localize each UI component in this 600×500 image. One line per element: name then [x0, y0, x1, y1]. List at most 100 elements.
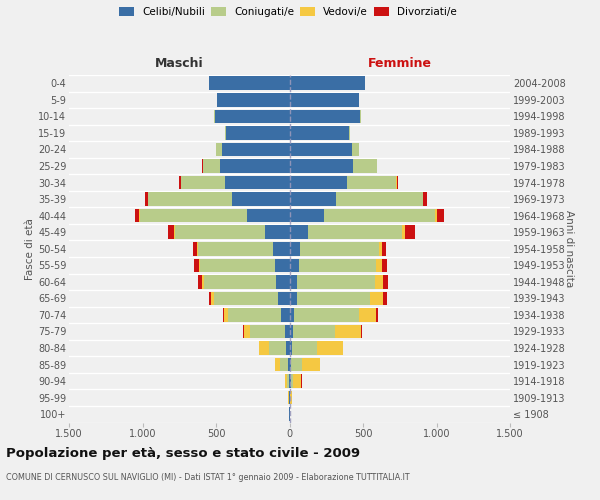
- Bar: [370, 292, 383, 305]
- Bar: [290, 176, 347, 190]
- Bar: [265, 226, 290, 239]
- Bar: [202, 275, 204, 288]
- Bar: [397, 176, 398, 190]
- Bar: [145, 192, 148, 206]
- Bar: [292, 342, 317, 355]
- Bar: [140, 209, 247, 222]
- Bar: [269, 342, 286, 355]
- Bar: [287, 374, 289, 388]
- Text: Popolazione per età, sesso e stato civile - 2009: Popolazione per età, sesso e stato civil…: [6, 448, 360, 460]
- Bar: [376, 258, 382, 272]
- Bar: [199, 258, 200, 272]
- Bar: [232, 192, 290, 206]
- Bar: [349, 126, 350, 140]
- Bar: [290, 275, 297, 288]
- Bar: [197, 242, 272, 256]
- Bar: [193, 242, 197, 256]
- Bar: [250, 324, 285, 338]
- Bar: [148, 192, 232, 206]
- Bar: [291, 358, 302, 372]
- Bar: [278, 292, 290, 305]
- Legend: Celibi/Nubili, Coniugati/e, Vedovi/e, Divorziati/e: Celibi/Nubili, Coniugati/e, Vedovi/e, Di…: [117, 5, 459, 20]
- Bar: [272, 242, 290, 256]
- Bar: [405, 226, 415, 239]
- Bar: [379, 242, 382, 256]
- Bar: [423, 192, 427, 206]
- Bar: [280, 358, 288, 372]
- Bar: [222, 142, 290, 156]
- Bar: [335, 324, 361, 338]
- Bar: [247, 209, 290, 222]
- Bar: [290, 209, 324, 222]
- Bar: [402, 226, 405, 239]
- Bar: [179, 176, 181, 190]
- Bar: [244, 324, 250, 338]
- Bar: [290, 192, 336, 206]
- Bar: [290, 159, 353, 173]
- Bar: [226, 126, 290, 140]
- Bar: [229, 308, 281, 322]
- Bar: [293, 324, 335, 338]
- Bar: [285, 374, 287, 388]
- Y-axis label: Fasce di età: Fasce di età: [25, 218, 35, 280]
- Bar: [300, 242, 379, 256]
- Bar: [215, 110, 290, 123]
- Text: Femmine: Femmine: [368, 57, 432, 70]
- Bar: [216, 142, 222, 156]
- Bar: [290, 93, 359, 106]
- Bar: [290, 324, 293, 338]
- Bar: [217, 93, 290, 106]
- Text: COMUNE DI CERNUSCO SUL NAVIGLIO (MI) - Dati ISTAT 1° gennaio 2009 - Elaborazione: COMUNE DI CERNUSCO SUL NAVIGLIO (MI) - D…: [6, 472, 410, 482]
- Bar: [209, 76, 290, 90]
- Bar: [382, 242, 386, 256]
- Bar: [437, 209, 444, 222]
- Bar: [289, 374, 290, 388]
- Bar: [285, 324, 290, 338]
- Bar: [290, 342, 292, 355]
- Bar: [359, 308, 376, 322]
- Bar: [220, 159, 290, 173]
- Bar: [290, 374, 293, 388]
- Bar: [225, 176, 290, 190]
- Bar: [209, 292, 211, 305]
- Bar: [290, 142, 352, 156]
- Bar: [286, 342, 290, 355]
- Bar: [308, 226, 402, 239]
- Bar: [181, 176, 225, 190]
- Bar: [290, 110, 361, 123]
- Bar: [290, 226, 308, 239]
- Bar: [175, 226, 265, 239]
- Bar: [194, 258, 199, 272]
- Bar: [353, 159, 377, 173]
- Bar: [281, 308, 290, 322]
- Bar: [135, 209, 139, 222]
- Bar: [294, 308, 359, 322]
- Bar: [383, 292, 386, 305]
- Bar: [290, 258, 299, 272]
- Bar: [214, 292, 278, 305]
- Bar: [224, 308, 229, 322]
- Bar: [299, 258, 376, 272]
- Bar: [296, 292, 370, 305]
- Bar: [199, 275, 202, 288]
- Bar: [225, 126, 226, 140]
- Bar: [276, 275, 290, 288]
- Bar: [293, 374, 301, 388]
- Bar: [375, 275, 383, 288]
- Bar: [290, 308, 294, 322]
- Bar: [290, 242, 300, 256]
- Bar: [317, 342, 343, 355]
- Bar: [290, 391, 292, 404]
- Bar: [347, 176, 396, 190]
- Bar: [275, 358, 280, 372]
- Bar: [302, 358, 320, 372]
- Bar: [297, 275, 375, 288]
- Bar: [211, 292, 214, 305]
- Bar: [167, 226, 174, 239]
- Bar: [290, 292, 296, 305]
- Bar: [203, 159, 220, 173]
- Y-axis label: Anni di nascita: Anni di nascita: [564, 210, 574, 288]
- Bar: [376, 308, 378, 322]
- Bar: [324, 209, 436, 222]
- Bar: [288, 358, 290, 372]
